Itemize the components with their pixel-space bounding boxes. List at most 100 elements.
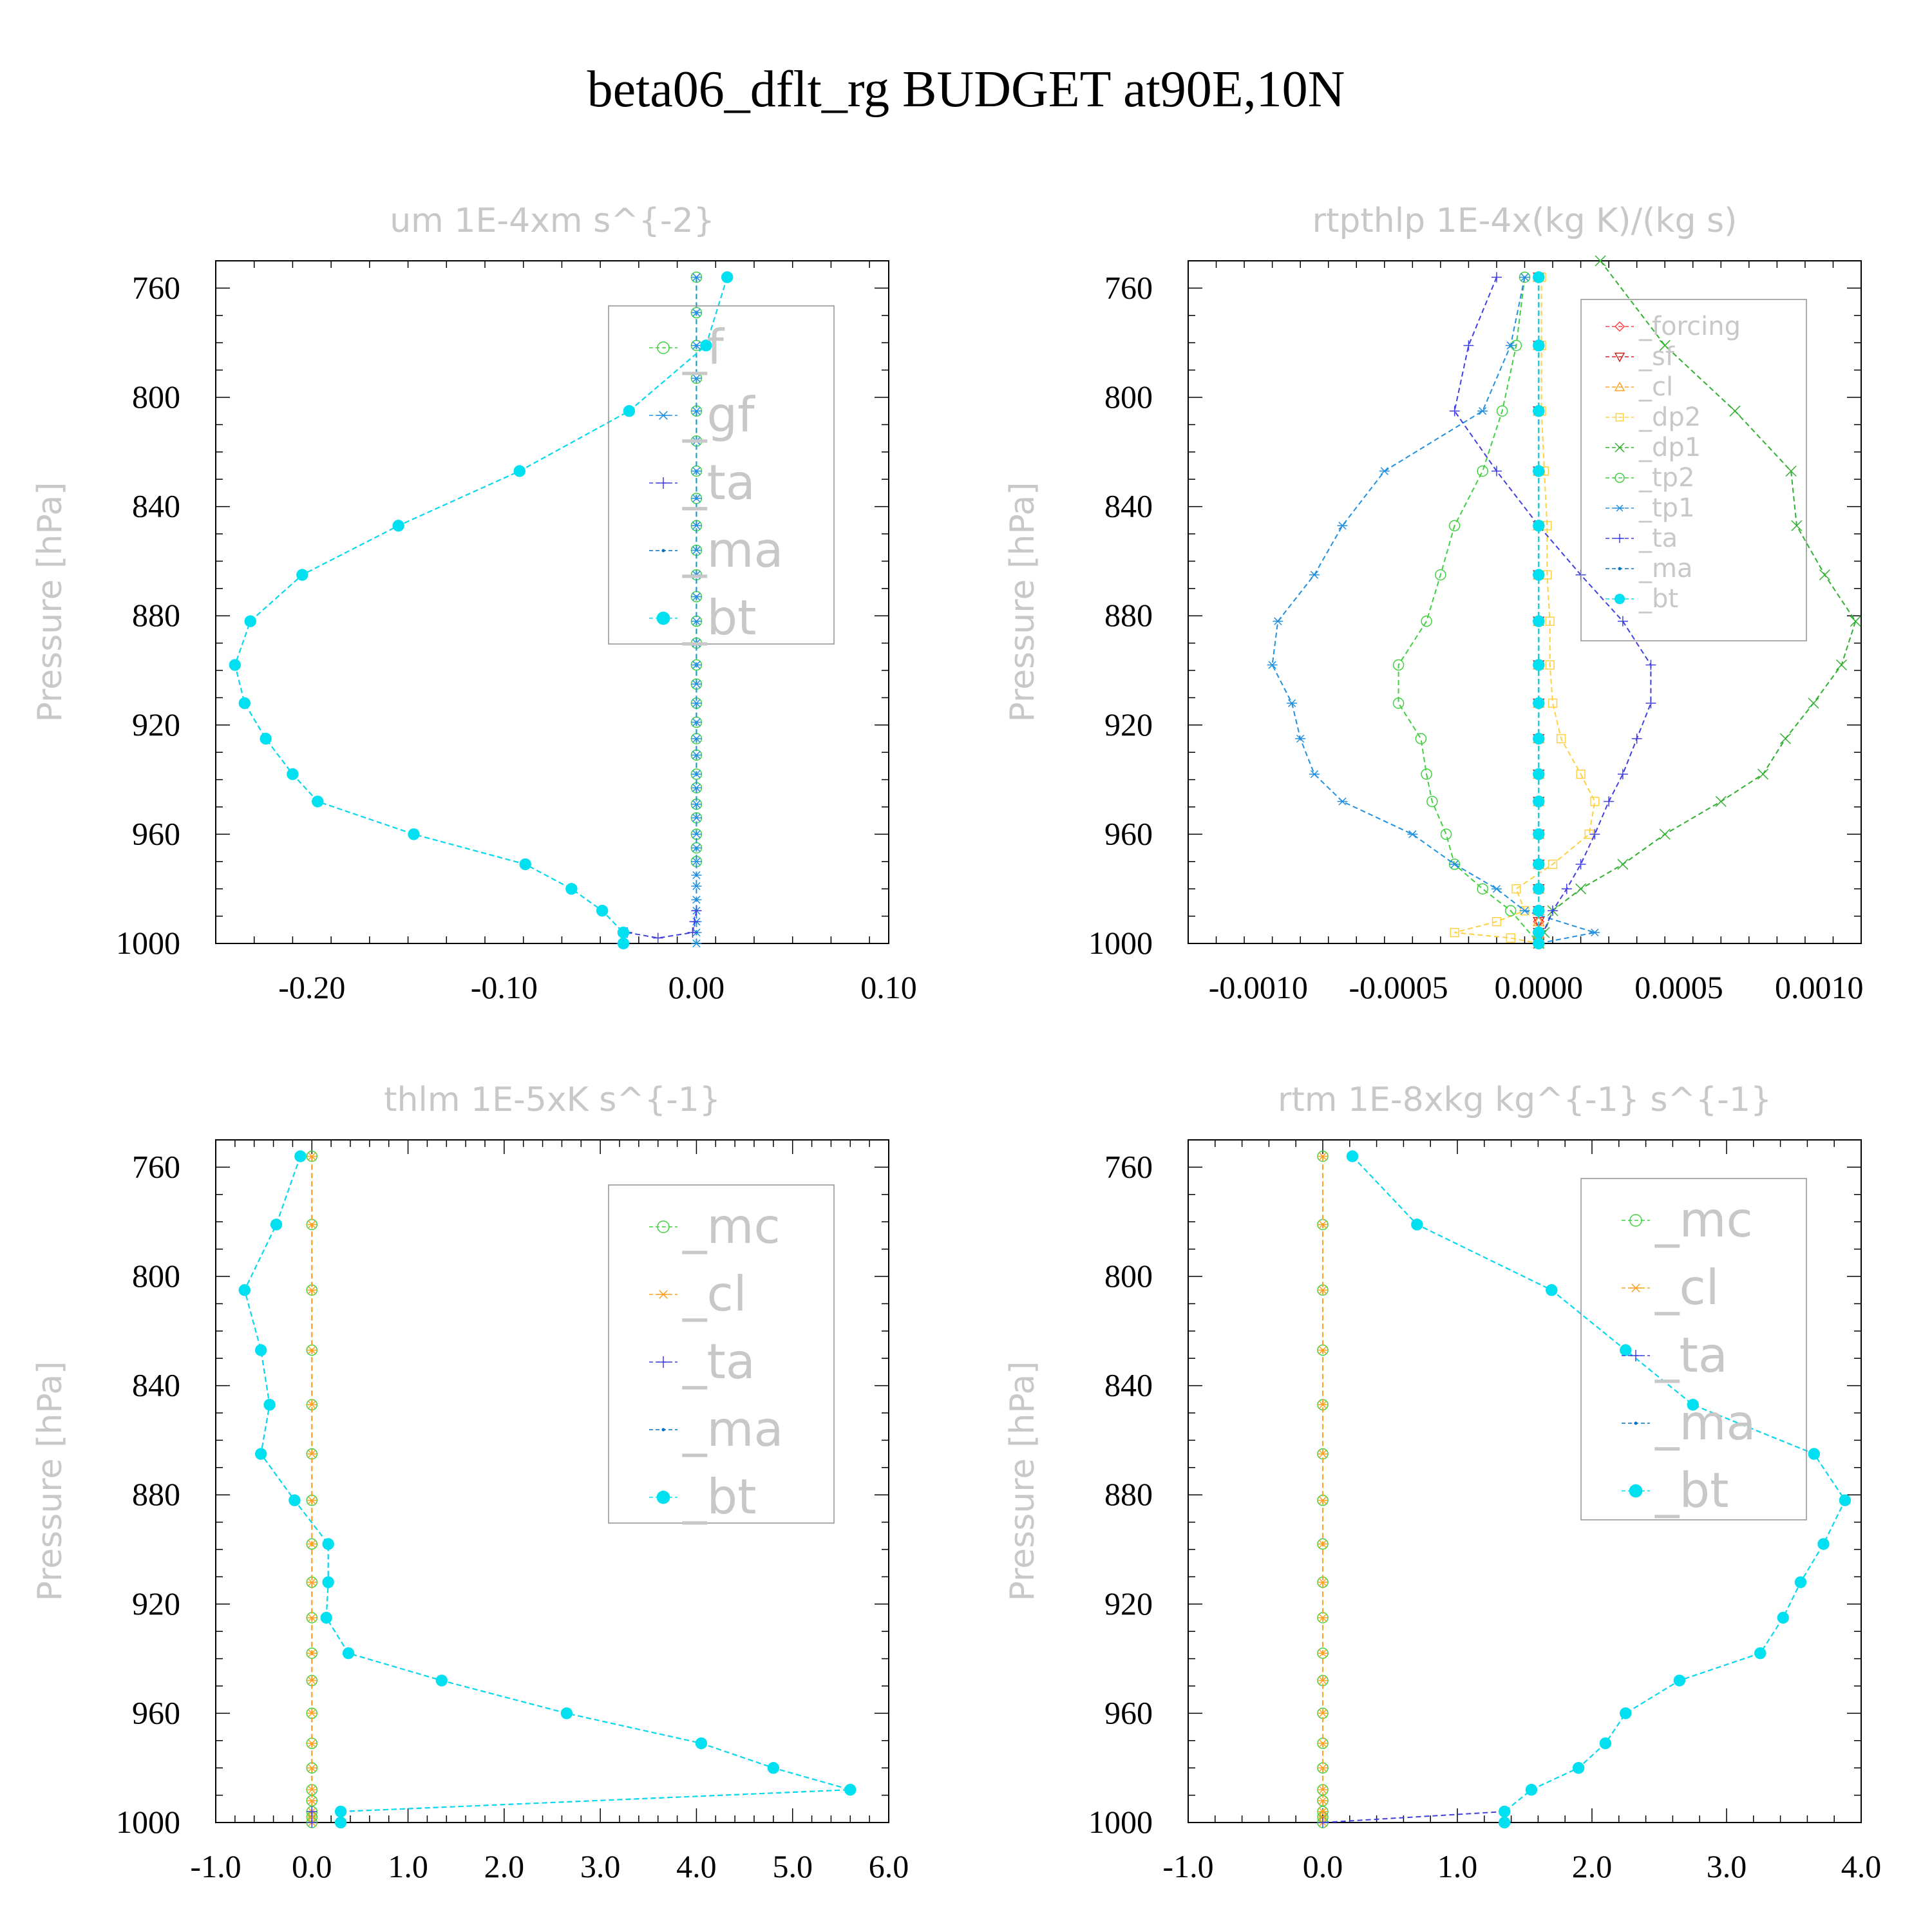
data-point: [307, 1796, 317, 1805]
legend-label: _cl: [1638, 372, 1673, 402]
series-tp2: [1392, 271, 1545, 949]
y-tick-label: 920: [1104, 1586, 1153, 1622]
data-point: [307, 1286, 317, 1294]
data-point: [1318, 1764, 1328, 1772]
data-point: [307, 1540, 317, 1548]
data-point: [1817, 1538, 1830, 1550]
legend-marker: [658, 477, 669, 489]
data-point: [1533, 768, 1545, 781]
y-tick-label: 880: [132, 597, 180, 633]
legend-marker: [661, 1428, 665, 1432]
data-point: [307, 1764, 317, 1772]
data-point: [1435, 569, 1446, 581]
data-point: [691, 905, 702, 916]
data-point: [1318, 1739, 1328, 1748]
data-point: [307, 1676, 317, 1685]
legend-label: _ma: [682, 522, 784, 578]
data-point: [1533, 795, 1545, 808]
y-tick-label: 960: [1104, 1694, 1153, 1730]
data-point: [1850, 616, 1861, 627]
x-tick-label: 0.00: [668, 969, 725, 1005]
y-tick-label: 840: [1104, 1367, 1153, 1403]
data-point: [334, 1816, 347, 1829]
data-point: [1533, 405, 1545, 417]
series-dp2: [1450, 272, 1600, 949]
data-point: [1533, 271, 1545, 283]
data-point: [513, 465, 526, 477]
data-point: [691, 467, 702, 475]
data-point: [1546, 1284, 1558, 1296]
data-point: [1839, 1494, 1852, 1506]
y-tick-label: 880: [1104, 1476, 1153, 1512]
data-point: [1492, 916, 1502, 927]
data-point: [691, 813, 702, 822]
legend-marker: [657, 341, 670, 354]
data-point: [1477, 883, 1488, 895]
x-tick-label: 0.0000: [1495, 969, 1584, 1005]
legend: _forcing_sf_cl_dp2_dp1_tp2_tp1_ta_ma_bt: [1580, 299, 1807, 641]
data-point: [1777, 1611, 1789, 1624]
legend-marker: [1614, 321, 1625, 332]
x-tick-label: -1.0: [1162, 1848, 1213, 1884]
data-point: [691, 857, 702, 866]
data-point: [1511, 884, 1521, 894]
y-tick-label: 1000: [1088, 1804, 1153, 1840]
legend-marker: [657, 1220, 670, 1233]
y-tick-label: 840: [1104, 488, 1153, 524]
data-point: [1729, 405, 1741, 417]
series-line: [1352, 1155, 1846, 1823]
data-point: [691, 882, 702, 891]
data-point: [1631, 734, 1642, 744]
data-point: [617, 926, 630, 939]
data-point: [1779, 733, 1791, 744]
legend-label: _mc: [1654, 1191, 1753, 1248]
data-point: [1791, 520, 1803, 531]
legend-label: _tp2: [1638, 463, 1695, 493]
data-point: [1604, 796, 1615, 807]
data-point: [307, 1785, 317, 1794]
series-dp1: [1533, 255, 1861, 949]
data-point: [691, 546, 702, 554]
series-ta: [307, 1806, 317, 1828]
x-tick-label: 1.0: [388, 1848, 428, 1884]
data-point: [1620, 1707, 1632, 1719]
data-point: [1572, 1762, 1585, 1774]
x-tick-label: -0.0005: [1349, 969, 1448, 1005]
data-point: [1590, 797, 1600, 806]
legend-marker: [1615, 413, 1624, 422]
legend-label: _f: [682, 319, 725, 375]
legend-marker: [1615, 504, 1624, 512]
series-line: [621, 910, 697, 944]
legend-marker: [658, 1290, 669, 1299]
x-tick-label: 6.0: [869, 1848, 909, 1884]
data-point: [270, 1218, 283, 1231]
data-point: [691, 639, 702, 647]
data-point: [1318, 1401, 1328, 1409]
data-point: [691, 494, 702, 503]
x-tick-label: -1.0: [190, 1848, 241, 1884]
data-point: [1617, 769, 1628, 780]
legend-marker: [656, 611, 670, 625]
series-line: [1322, 1811, 1505, 1823]
data-point: [320, 1611, 332, 1624]
x-tick-label: 1.0: [1437, 1848, 1478, 1884]
data-point: [1575, 883, 1587, 895]
data-point: [1337, 522, 1348, 530]
legend-box: [1580, 1178, 1807, 1520]
data-point: [691, 273, 702, 281]
data-point: [1556, 734, 1566, 744]
data-point: [1533, 465, 1545, 477]
legend-label: _dp1: [1638, 433, 1701, 462]
data-point: [1421, 768, 1432, 780]
data-point: [1505, 341, 1516, 350]
data-point: [691, 896, 702, 904]
data-point: [689, 916, 700, 927]
data-point: [1491, 466, 1502, 477]
data-point: [691, 784, 702, 792]
data-point: [1411, 1218, 1423, 1231]
data-point: [691, 592, 702, 601]
y-tick-label: 760: [132, 269, 180, 305]
data-point: [1808, 697, 1819, 709]
data-point: [617, 937, 630, 950]
data-point: [334, 1805, 347, 1818]
